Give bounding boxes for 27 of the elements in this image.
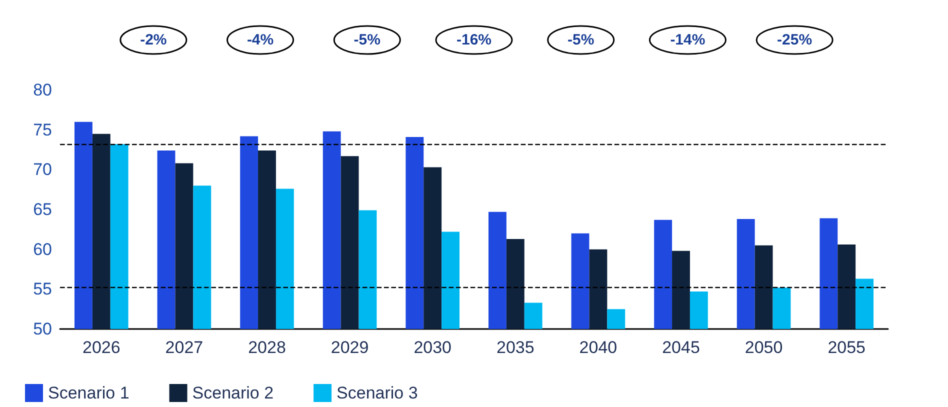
x-tick-label: 2030 (414, 338, 452, 357)
x-tick-label: 2055 (828, 338, 866, 357)
y-tick-label: 55 (33, 280, 52, 299)
y-tick-label: 75 (33, 120, 52, 140)
text: -5% (568, 32, 594, 48)
x-tick-label: 2045 (662, 338, 700, 357)
legend-label: Scenario 3 (336, 384, 418, 402)
y-tick-label: 80 (33, 80, 52, 100)
x-tick-label: 2026 (82, 338, 120, 357)
x-tick-label: 2027 (165, 338, 204, 357)
y-tick-label: 70 (33, 160, 52, 180)
text: -4% (246, 32, 274, 48)
text: -14% (670, 32, 706, 48)
x-tick-label: 2050 (744, 338, 783, 357)
x-tick-label: 2035 (496, 338, 534, 357)
y-tick-label: 60 (33, 240, 52, 259)
legend-label: Scenario 2 (192, 384, 274, 402)
text: -16% (456, 32, 492, 48)
y-tick-label: 65 (33, 200, 52, 219)
x-tick-label: 2028 (248, 338, 286, 357)
text: -5% (354, 32, 380, 48)
text: -25% (777, 32, 812, 48)
x-tick-label: 2029 (330, 338, 369, 357)
text: -2% (140, 32, 167, 48)
x-tick-label: 2040 (579, 338, 618, 357)
y-tick-label: 50 (33, 320, 52, 338)
legend-label: Scenario 1 (48, 384, 130, 402)
